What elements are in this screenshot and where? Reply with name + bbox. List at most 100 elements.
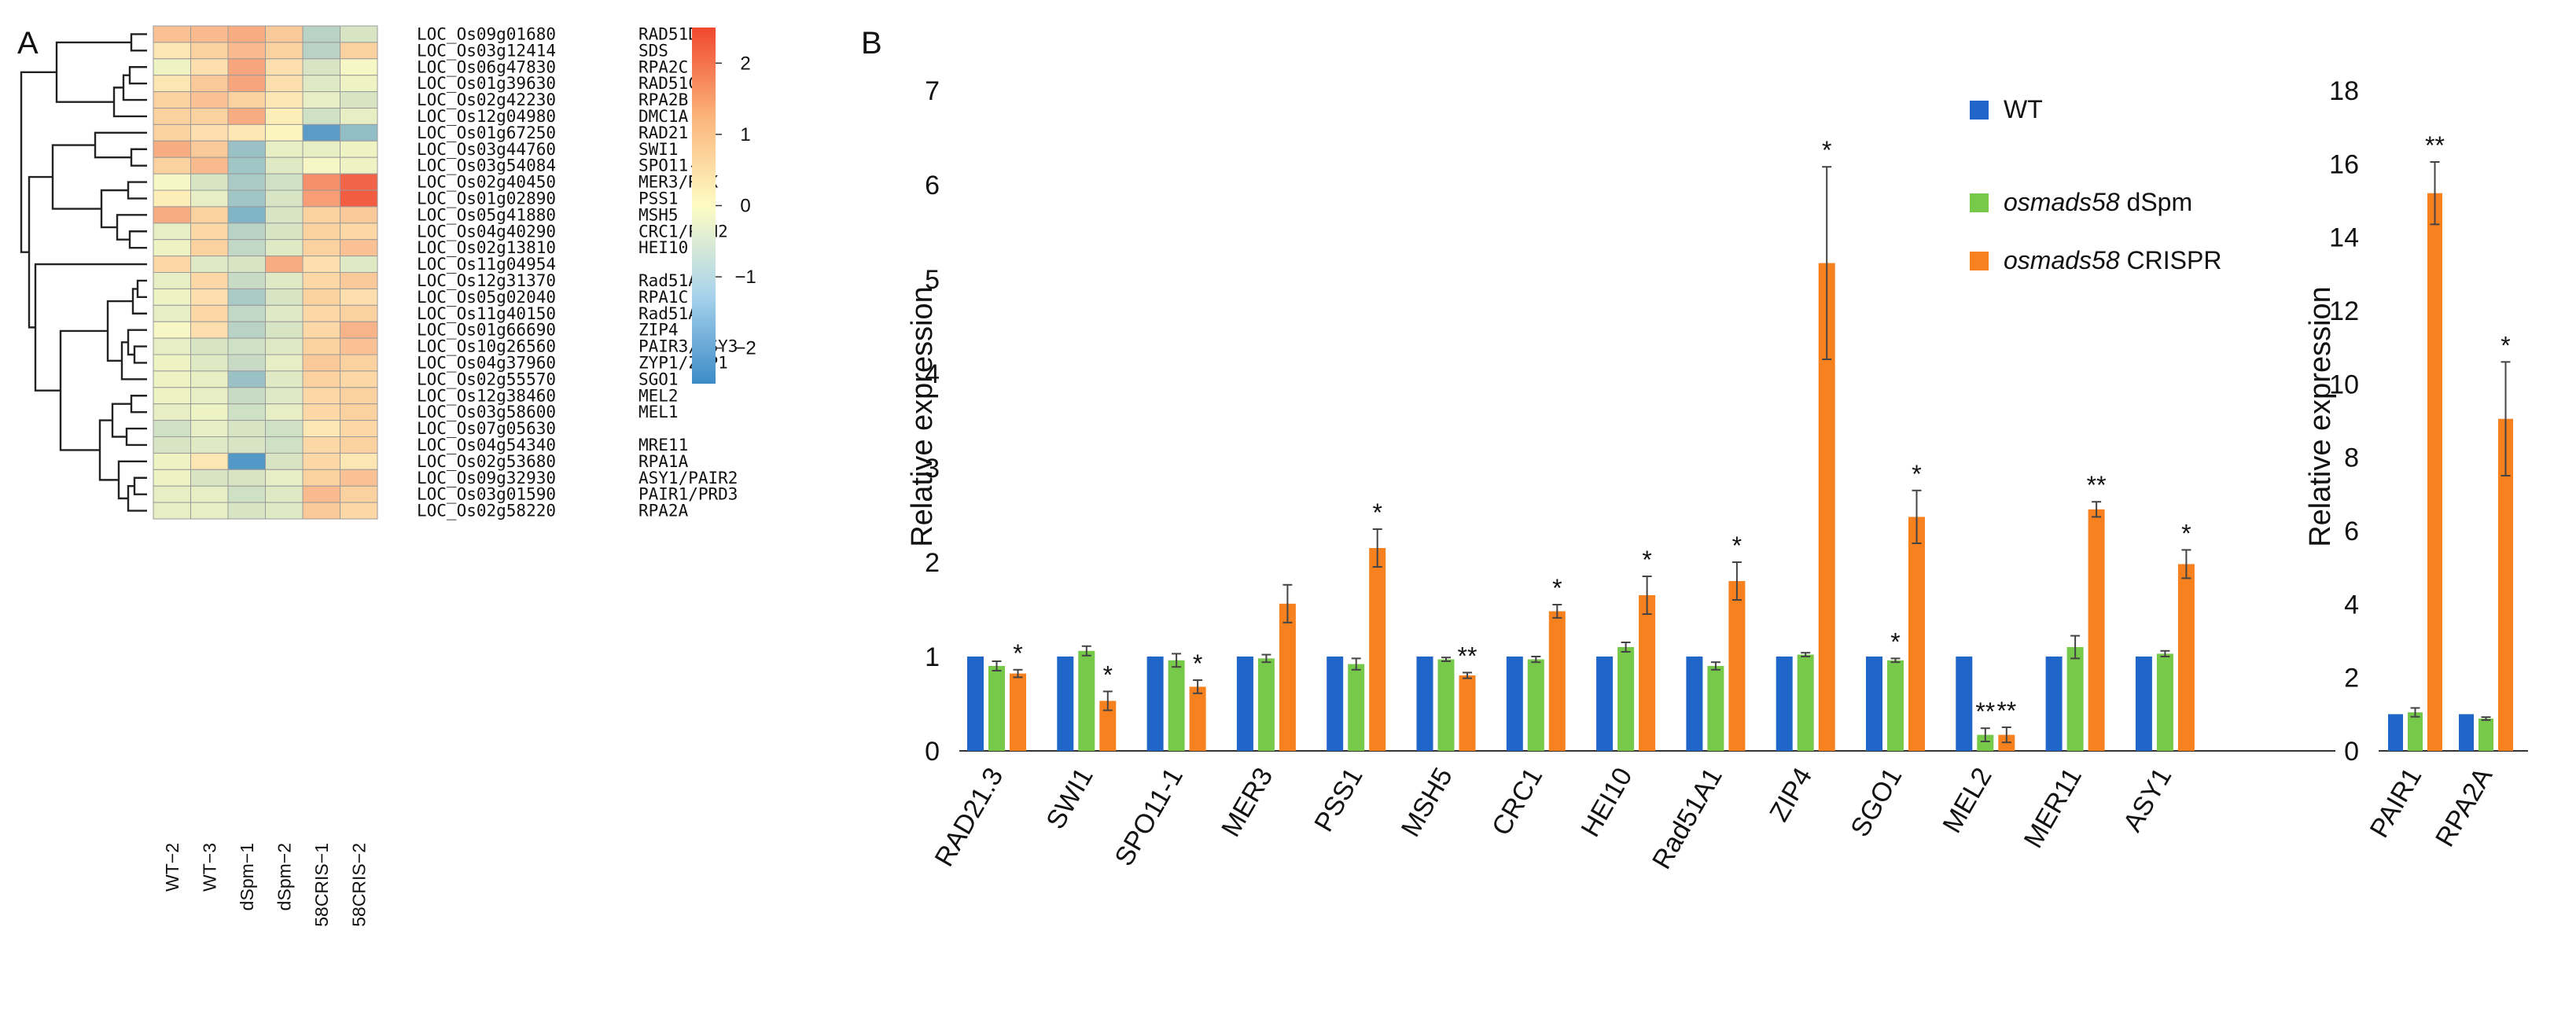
heatmap-cell (228, 388, 266, 404)
bar (2388, 714, 2403, 751)
color-scale-tick-label: −2 (734, 338, 756, 359)
heatmap-cell (228, 223, 266, 240)
heatmap-cell (153, 502, 191, 519)
x-tick-label: ASY1 (2118, 763, 2177, 837)
heatmap-cell (191, 240, 229, 256)
inset-bars: *** (2388, 131, 2513, 751)
heatmap-cell (266, 469, 304, 486)
heatmap-cell (303, 174, 340, 190)
significance-mark: ** (1996, 697, 2016, 725)
dendrogram-branch (131, 149, 147, 166)
heatmap-cell (266, 338, 304, 355)
y-tick-label: 1 (925, 642, 940, 672)
dendrogram-branch (128, 182, 147, 199)
dendrogram-branch (101, 190, 128, 227)
heatmap-cell (340, 75, 378, 92)
x-tick-label: HEI10 (1575, 763, 1638, 842)
significance-mark: * (1642, 546, 1651, 574)
heatmap-cell (153, 305, 191, 322)
y-tick-label: 16 (2329, 149, 2359, 179)
heatmap-cell (340, 190, 378, 207)
bar (2046, 657, 2063, 751)
heatmap-cell (303, 26, 340, 42)
heatmap-cell (191, 92, 229, 109)
heatmap-cell (303, 371, 340, 388)
heatmap-cell (191, 437, 229, 454)
heatmap-cell (266, 223, 304, 240)
bar (1348, 664, 1364, 751)
heatmap-column-label: dSpm−1 (237, 843, 257, 910)
significance-mark: * (1013, 639, 1022, 668)
heatmap-cell (303, 141, 340, 157)
dendrogram-branch (35, 264, 147, 391)
heatmap-cell (228, 502, 266, 519)
heatmap-cell (153, 289, 191, 305)
heatmap-cell (228, 322, 266, 338)
heatmap-cell (153, 355, 191, 371)
heatmap-cell (228, 157, 266, 174)
heatmap-cell (266, 322, 304, 338)
significance-mark: * (1822, 136, 1831, 164)
x-tick-label: SPO11-1 (1109, 763, 1189, 871)
heatmap-cell (303, 289, 340, 305)
row-dendrogram (21, 34, 147, 510)
heatmap-cell (303, 469, 340, 486)
heatmap-cell (191, 453, 229, 469)
heatmap-cell (266, 26, 304, 42)
heatmap-cell (228, 92, 266, 109)
heatmap-cell (340, 289, 378, 305)
heatmap-cell (228, 207, 266, 223)
main-bars: ** ****** ****** ***** (967, 136, 2195, 751)
heatmap-cell (266, 273, 304, 289)
heatmap-cell (153, 223, 191, 240)
heatmap-cell (266, 404, 304, 421)
heatmap-cell (340, 42, 378, 59)
heatmap-cell (340, 256, 378, 273)
heatmap-cell (228, 371, 266, 388)
heatmap-cell (228, 174, 266, 190)
heatmap-cell (266, 59, 304, 75)
heatmap-cell (266, 109, 304, 125)
heatmap-cell (303, 437, 340, 454)
heatmap-column-labels: WT−2 WT−3 dSpm−1 dSpm−2 58CRIS−1 58CRIS−2 (162, 843, 370, 927)
y-tick-label: 18 (2329, 76, 2359, 106)
significance-mark: * (1103, 660, 1113, 689)
heatmap-cell (266, 437, 304, 454)
heatmap-cell (153, 421, 191, 437)
heatmap-cell (266, 256, 304, 273)
y-tick-label: 2 (925, 548, 940, 578)
legend-label-wt: WT (2004, 95, 2043, 123)
color-scale-tick-label: 0 (740, 196, 750, 217)
heatmap-cell (266, 355, 304, 371)
heatmap-cell (153, 124, 191, 141)
heatmap-cell (266, 124, 304, 141)
heatmap-cell (228, 42, 266, 59)
dendrogram-branch (114, 87, 147, 116)
color-scale-tick-label: 1 (740, 124, 750, 145)
heatmap-cell (153, 256, 191, 273)
heatmap-cell (340, 421, 378, 437)
panel-b-label: B (861, 26, 882, 61)
heatmap-cell (303, 124, 340, 141)
color-scale-bar (692, 28, 716, 384)
panel-a-label: A (17, 26, 39, 61)
x-tick-label: PAIR1 (2364, 763, 2428, 843)
heatmap-column-label: WT−3 (199, 843, 219, 892)
heatmap-cells (153, 26, 377, 519)
bar (1639, 595, 1655, 751)
dendrogram-branch (21, 72, 57, 252)
dendrogram-branch (53, 145, 101, 209)
heatmap-cell (191, 338, 229, 355)
heatmap-row-labels: LOC_Os09g01680 RAD51DLOC_Os03g12414 SDSLOC… (417, 24, 738, 520)
heatmap-cell (153, 109, 191, 125)
dendrogram-branch (123, 75, 147, 100)
heatmap-cell (340, 404, 378, 421)
bar (1010, 674, 1026, 751)
heatmap-cell (191, 223, 229, 240)
heatmap-cell (303, 338, 340, 355)
bar (2067, 647, 2084, 751)
significance-mark: * (2501, 331, 2510, 359)
dendrogram-branch (117, 215, 147, 239)
heatmap-column-label: 58CRIS−2 (348, 843, 369, 927)
heatmap-cell (153, 453, 191, 469)
